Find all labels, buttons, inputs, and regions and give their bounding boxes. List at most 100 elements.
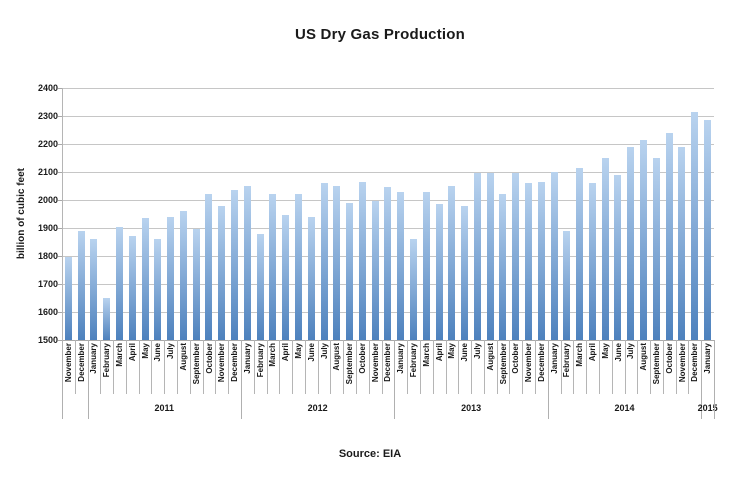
x-axis-category-tick (292, 340, 294, 394)
x-axis-category-tick (330, 340, 332, 394)
x-axis-month-label: October (357, 343, 367, 374)
x-axis-month-label: September (345, 343, 355, 385)
x-axis-month-label-cell: March (113, 343, 126, 397)
bar (333, 186, 341, 340)
bar (231, 190, 239, 340)
bar-cell (88, 88, 101, 340)
x-axis-month-label-cell: August (330, 343, 343, 397)
bar (128, 236, 136, 340)
bar (179, 211, 187, 340)
y-axis-title: billion of cubic feet (15, 168, 27, 260)
bar-cell (458, 88, 471, 340)
gridline (62, 340, 714, 341)
x-axis-category-tick (662, 340, 664, 394)
x-axis-month-label-cell: October (356, 343, 369, 397)
x-axis-category-tick (586, 340, 588, 394)
x-axis-category-tick (125, 340, 127, 394)
x-axis-month-label-cell: September (497, 343, 510, 397)
bar-cell (330, 88, 343, 340)
bar-cell (139, 88, 152, 340)
gridline (62, 144, 714, 145)
x-axis-category-tick (624, 340, 626, 394)
x-axis-category-tick (496, 340, 498, 394)
bar-cell (241, 88, 254, 340)
bar-cell (560, 88, 573, 340)
x-axis-month-label: January (89, 343, 99, 374)
x-axis-month-label: December (690, 343, 700, 382)
x-axis-month-label: February (562, 343, 572, 378)
bar (435, 204, 443, 340)
bar (499, 194, 507, 340)
x-axis-month-label: December (383, 343, 393, 382)
bar (563, 230, 571, 340)
x-axis-year-separator (701, 340, 703, 419)
x-axis-month-label-cell: July (471, 343, 484, 397)
bar (627, 146, 635, 340)
y-axis-tick-label: 2200 (37, 139, 58, 149)
x-axis-month-label-cell: June (305, 343, 318, 397)
bar (282, 215, 290, 340)
x-axis-month-label: May (140, 343, 150, 359)
x-axis-month-label-cell: November (522, 343, 535, 397)
bar-cell (164, 88, 177, 340)
x-axis-month-label-cell: July (164, 343, 177, 397)
x-axis-month-label-cell: June (151, 343, 164, 397)
bar (192, 229, 200, 340)
bar-cell (637, 88, 650, 340)
x-axis-year-label: 2012 (307, 403, 328, 413)
bar-cell (586, 88, 599, 340)
bar-cell (113, 88, 126, 340)
x-axis-category-tick (419, 340, 421, 394)
x-axis-month-label-cell: February (254, 343, 267, 397)
x-axis-year-label: 2015 (697, 403, 718, 413)
x-axis-year-separator (394, 340, 396, 419)
bar (269, 194, 277, 340)
x-axis-month-label: February (102, 343, 112, 378)
x-axis-month-label: March (115, 343, 125, 367)
x-axis-year-label: 2014 (614, 403, 635, 413)
source-note: Source: EIA (338, 448, 402, 460)
bar (652, 158, 660, 340)
x-axis-month-label: January (396, 343, 406, 374)
x-axis-category-tick (113, 340, 115, 394)
x-axis-year-separator (547, 340, 549, 419)
x-axis-month-label: May (294, 343, 303, 359)
bar (422, 191, 430, 340)
bar (256, 233, 264, 340)
x-axis-month-label-cell: February (561, 343, 574, 397)
bar-cell (279, 88, 292, 340)
bar-cell (663, 88, 676, 340)
bar (537, 181, 545, 340)
x-axis-month-label: June (613, 343, 623, 362)
bar-series (62, 88, 714, 340)
x-axis-month-label: October (204, 343, 214, 374)
x-axis-month-label: July (626, 343, 636, 360)
x-axis-month-label: November (217, 343, 227, 383)
bar (154, 239, 162, 340)
bar (116, 226, 124, 340)
bar-cell (612, 88, 625, 340)
y-axis-tick-label: 2300 (37, 111, 58, 121)
x-axis-month-label: February (255, 343, 265, 378)
x-axis-month-label: September (651, 343, 661, 385)
bar (90, 239, 98, 340)
y-axis-tick (58, 200, 62, 201)
bar-cell (356, 88, 369, 340)
x-axis-category-tick (483, 340, 485, 394)
bar-cell (535, 88, 548, 340)
bar-cell (100, 88, 113, 340)
x-axis-month-label: February (409, 343, 419, 378)
x-axis-category-tick (266, 340, 268, 394)
x-axis-month-label: July (166, 343, 176, 360)
bar (397, 191, 405, 340)
x-axis-category-tick (164, 340, 166, 394)
x-axis-month-label-cell: April (126, 343, 139, 397)
bar-cell (445, 88, 458, 340)
x-axis-month-label-cell: March (420, 343, 433, 397)
bar (691, 111, 699, 340)
x-axis-month-label-cell: November (369, 343, 382, 397)
bar-cell (650, 88, 663, 340)
x-axis-category-tick (177, 340, 179, 394)
x-axis-month-label-cell: January (241, 343, 254, 397)
bar-cell (548, 88, 561, 340)
